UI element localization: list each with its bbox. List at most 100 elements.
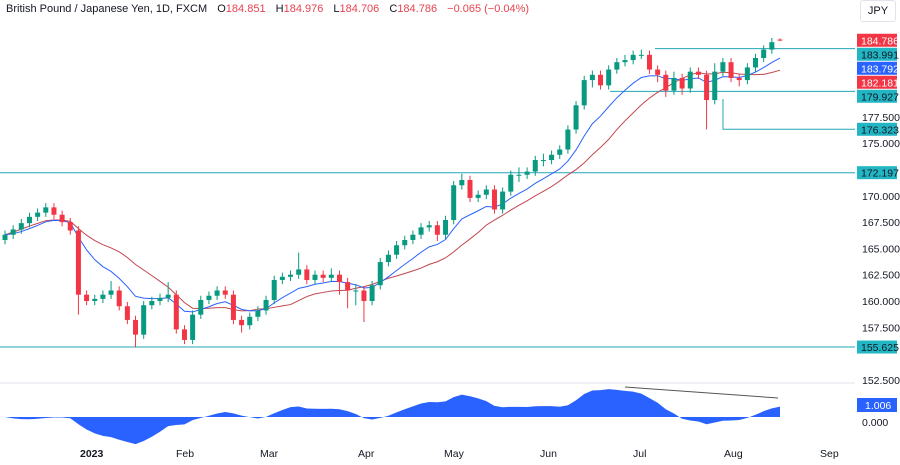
candle-body: [516, 174, 522, 176]
candle-body: [385, 254, 391, 263]
candle-body: [565, 129, 571, 150]
candle-body: [638, 54, 644, 56]
candle-body: [459, 180, 465, 186]
candle: [206, 291, 212, 305]
candle-body: [100, 294, 106, 299]
candle: [565, 125, 571, 154]
slow-ma-line: [4, 69, 781, 312]
candle-body: [777, 39, 783, 41]
symbol-legend: British Pound / Japanese Yen, 1D, FXCM O…: [6, 3, 529, 15]
candle: [736, 73, 742, 87]
candle-body: [141, 305, 147, 335]
candle: [263, 295, 269, 315]
candle: [418, 223, 424, 239]
candle-body: [630, 54, 636, 61]
candle-body: [255, 310, 261, 317]
candle: [532, 155, 538, 176]
candle-body: [296, 269, 302, 275]
candle: [116, 286, 122, 311]
candle: [279, 272, 285, 285]
candle-body: [230, 294, 236, 320]
high-value: 184.976: [283, 3, 324, 15]
candle-body: [345, 282, 351, 291]
candle: [345, 277, 351, 309]
candle: [320, 270, 326, 283]
candle: [288, 270, 294, 282]
candle: [581, 75, 587, 110]
candle: [695, 67, 701, 80]
candle-body: [190, 314, 196, 340]
candle-body: [695, 71, 701, 75]
candle: [483, 185, 489, 199]
candle: [744, 63, 750, 85]
close-label: C: [389, 3, 398, 15]
fast-ma-line: [4, 57, 781, 313]
candle: [679, 73, 685, 95]
candle: [2, 230, 8, 245]
candle-body: [622, 60, 628, 63]
oscillator-trend-line: [624, 386, 779, 399]
candle-body: [75, 230, 81, 295]
candle-body: [500, 191, 506, 210]
candle-body: [402, 239, 408, 246]
candle-body: [679, 77, 685, 89]
candle-body: [655, 69, 661, 75]
candle-body: [165, 294, 171, 298]
candle-body: [336, 274, 342, 283]
candle-body: [744, 67, 750, 81]
candle-body: [761, 49, 767, 58]
candle: [149, 296, 155, 310]
candle: [239, 315, 245, 333]
candle: [704, 70, 710, 130]
candle-body: [247, 316, 253, 326]
candle: [222, 286, 228, 299]
low-value: 184.706: [339, 3, 380, 15]
candle-body: [483, 189, 489, 195]
candle: [459, 173, 465, 190]
currency-button[interactable]: JPY: [860, 0, 896, 22]
candle: [75, 226, 81, 315]
candle: [622, 54, 628, 67]
symbol-title: British Pound / Japanese Yen, 1D, FXCM: [6, 3, 208, 15]
candle: [426, 221, 432, 232]
candle-body: [434, 225, 440, 235]
candle-body: [451, 185, 457, 220]
candle-body: [51, 207, 57, 215]
candle: [443, 215, 449, 239]
candle-body: [116, 290, 122, 307]
candle: [230, 290, 236, 325]
candle-body: [606, 69, 612, 86]
candle-body: [288, 274, 294, 277]
open-label: O: [217, 3, 226, 15]
candle: [328, 268, 334, 283]
candle: [614, 57, 620, 74]
candle-body: [26, 216, 32, 224]
candle-body: [84, 294, 90, 301]
candle: [247, 312, 253, 330]
candle: [304, 265, 310, 285]
candle: [655, 65, 661, 83]
candle-body: [736, 77, 742, 81]
candle-body: [769, 42, 775, 50]
candle: [173, 290, 179, 334]
candle: [524, 167, 530, 179]
candle-body: [443, 219, 449, 235]
candle: [385, 250, 391, 267]
candle-body: [271, 279, 277, 300]
candle: [157, 293, 163, 306]
candle: [35, 208, 41, 222]
candle: [671, 71, 677, 95]
candle: [589, 70, 595, 88]
candle: [181, 325, 187, 345]
candle-body: [263, 299, 269, 311]
candle: [549, 150, 555, 165]
candle: [475, 190, 481, 203]
candle-body: [524, 171, 530, 175]
candle-body: [353, 290, 359, 292]
candle-body: [589, 74, 595, 81]
candle-body: [418, 227, 424, 235]
candle-body: [720, 62, 726, 72]
candle-body: [557, 149, 563, 155]
candle: [100, 290, 106, 304]
